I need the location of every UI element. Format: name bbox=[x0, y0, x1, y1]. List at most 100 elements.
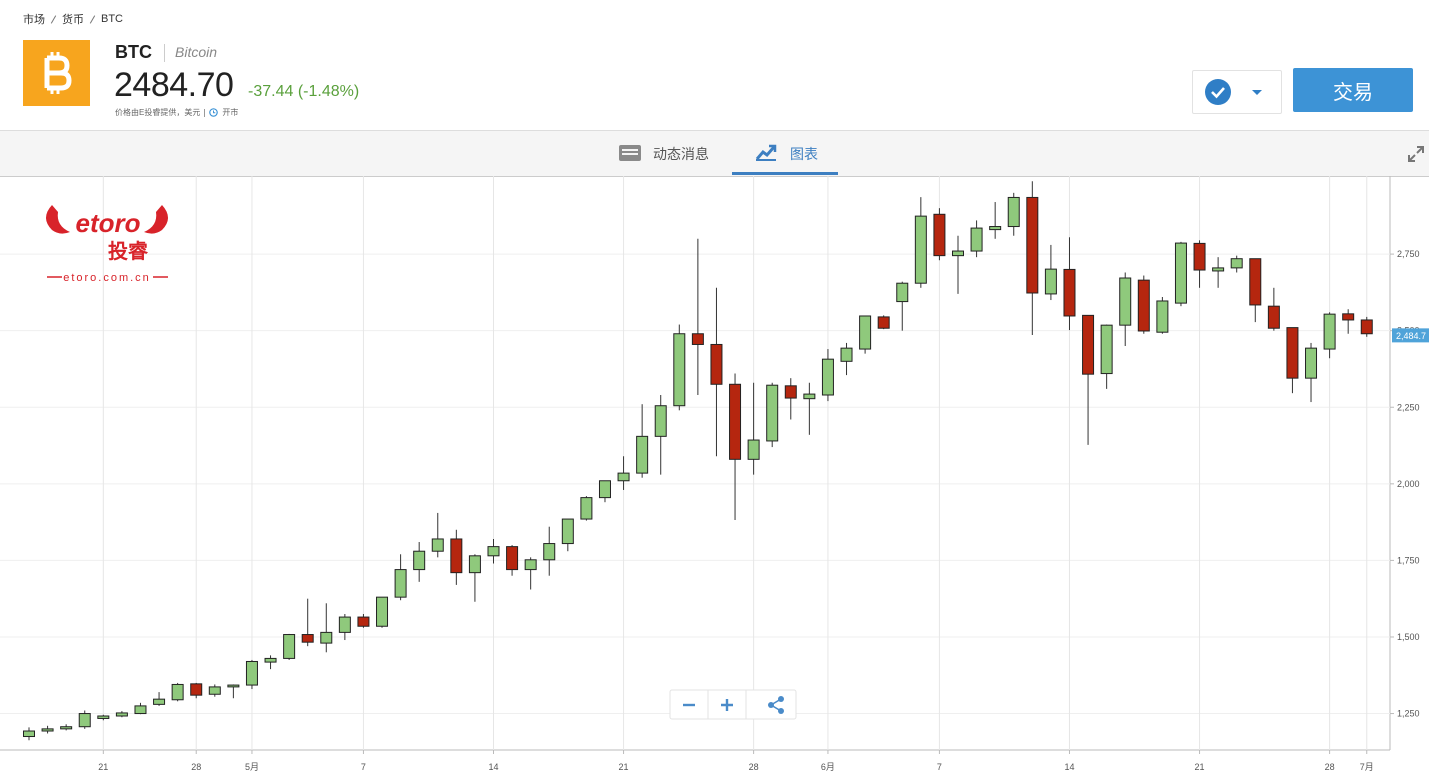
candle bbox=[227, 684, 240, 699]
candle bbox=[1360, 316, 1373, 337]
logo-url: etoro.com.cn bbox=[63, 272, 151, 284]
price-note: 价格由E投睿提供，美元 开市 bbox=[115, 107, 238, 118]
candle-body bbox=[914, 215, 927, 284]
x-tick-label: 28 bbox=[1325, 762, 1335, 772]
candle bbox=[97, 714, 110, 721]
candle bbox=[320, 603, 333, 653]
price: 2484.70 bbox=[114, 66, 234, 104]
symbol: BTC bbox=[115, 42, 152, 62]
candle bbox=[1249, 258, 1262, 323]
candle bbox=[208, 684, 221, 697]
candle-body bbox=[208, 686, 221, 695]
candle-body bbox=[1063, 268, 1076, 317]
tab[interactable]: 动态消息 bbox=[653, 146, 709, 162]
candle-body bbox=[41, 728, 54, 732]
candle bbox=[617, 456, 630, 490]
candle-body bbox=[468, 555, 481, 574]
candle-body bbox=[1156, 300, 1169, 333]
candle-body bbox=[1267, 305, 1280, 329]
candle bbox=[1044, 244, 1057, 301]
candle bbox=[840, 342, 853, 376]
candle bbox=[1082, 314, 1095, 445]
candle-body bbox=[376, 596, 389, 627]
source-note: 价格由E投睿提供，美元 bbox=[115, 108, 201, 117]
expand-button[interactable] bbox=[1406, 144, 1426, 164]
candle bbox=[23, 727, 35, 741]
candle bbox=[1063, 237, 1076, 331]
candle-body bbox=[729, 383, 742, 460]
x-tick-label: 14 bbox=[1064, 762, 1074, 772]
candle-body bbox=[1026, 196, 1039, 294]
candle-body bbox=[227, 684, 240, 688]
dropdown-icons bbox=[1205, 79, 1262, 105]
market-status: 开市 bbox=[222, 108, 239, 117]
candle-body bbox=[821, 358, 834, 396]
candle-body bbox=[598, 480, 611, 499]
logo: etoro 投睿 etoro.com.cn bbox=[46, 205, 168, 284]
share-button[interactable] bbox=[768, 696, 784, 714]
candle-body bbox=[1360, 319, 1373, 335]
candle bbox=[1323, 312, 1336, 359]
candle bbox=[636, 404, 649, 478]
candle-body bbox=[654, 405, 667, 437]
last-price-tag bbox=[1392, 328, 1429, 343]
candle-body bbox=[989, 226, 1002, 231]
instrument-name: Bitcoin bbox=[175, 44, 218, 60]
candle bbox=[729, 373, 742, 520]
y-tick-label: 1,250 bbox=[1397, 709, 1420, 719]
chart-icon bbox=[755, 144, 777, 161]
candle-body bbox=[933, 213, 946, 257]
candle bbox=[1007, 192, 1020, 236]
candle-body bbox=[1007, 196, 1020, 228]
candle-body bbox=[357, 616, 370, 627]
candle bbox=[245, 659, 258, 690]
candle bbox=[1156, 296, 1169, 334]
candle-body bbox=[394, 569, 407, 598]
candle bbox=[673, 324, 686, 411]
candle-body bbox=[896, 282, 909, 303]
breadcrumb-item[interactable]: 市场 bbox=[23, 14, 45, 26]
candle-body bbox=[1119, 277, 1132, 326]
x-tick-label: 7 bbox=[361, 762, 366, 772]
candle-body bbox=[134, 705, 147, 715]
breadcrumb-item[interactable]: 货币 bbox=[62, 14, 84, 26]
active-tab-indicator bbox=[732, 172, 838, 175]
candle bbox=[413, 542, 426, 582]
candle-body bbox=[338, 616, 351, 633]
candle bbox=[394, 554, 407, 601]
candle-body bbox=[264, 657, 277, 663]
candle bbox=[283, 633, 296, 660]
y-tick-label: 2,000 bbox=[1397, 479, 1420, 489]
coin-icon bbox=[23, 40, 90, 106]
candle bbox=[468, 554, 481, 602]
plot: 1,2501,5001,7502,0002,2502,5002,75021285… bbox=[0, 176, 1429, 772]
zoom-in-button[interactable] bbox=[721, 699, 733, 711]
candle-body bbox=[543, 543, 556, 561]
candle bbox=[1286, 327, 1299, 394]
watchlist-dropdown[interactable] bbox=[1192, 70, 1282, 114]
price-change: -37.44 (-1.48%) bbox=[248, 83, 360, 100]
candle bbox=[1230, 255, 1243, 273]
candle-body bbox=[245, 660, 258, 686]
candle bbox=[543, 526, 556, 576]
candle-body bbox=[1193, 242, 1206, 271]
candle-body bbox=[840, 347, 853, 362]
candle bbox=[1119, 272, 1132, 346]
candle-body bbox=[450, 538, 463, 574]
candle bbox=[710, 287, 723, 457]
candle bbox=[821, 349, 834, 402]
candle-body bbox=[1305, 347, 1318, 379]
last-price-label: 2,484.7 bbox=[1396, 331, 1426, 341]
trade-button[interactable]: 交易 bbox=[1293, 68, 1413, 112]
candle bbox=[134, 702, 147, 715]
candle bbox=[506, 545, 519, 576]
candle-body bbox=[506, 546, 519, 571]
candle-body bbox=[580, 497, 593, 520]
tab[interactable]: 图表 bbox=[790, 146, 818, 162]
candle bbox=[1174, 241, 1187, 307]
clock-icon bbox=[209, 108, 219, 117]
candle bbox=[115, 711, 128, 718]
candle bbox=[190, 682, 203, 699]
candle bbox=[1212, 257, 1225, 288]
candle bbox=[803, 382, 816, 435]
